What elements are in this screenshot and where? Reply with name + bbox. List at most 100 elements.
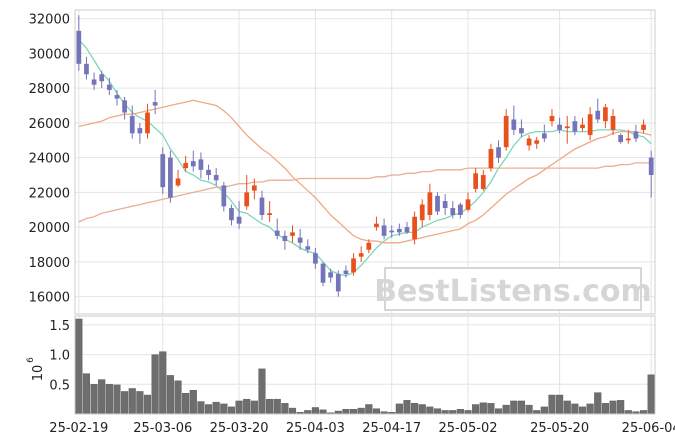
candle: [213, 168, 219, 186]
volume-bar: [487, 403, 495, 415]
volume-tick-label: 1.0: [49, 349, 70, 364]
candle-body: [633, 131, 639, 139]
volume-bar: [212, 401, 220, 415]
volume-bar: [449, 410, 457, 415]
date-axis-ticks: 25-02-19 25-03-06 25-03-20 25-04-03 25-04-17…: [49, 421, 675, 436]
candle: [610, 109, 616, 136]
volume-bar: [121, 391, 129, 415]
price-panel-frame: [74, 9, 656, 315]
candle-body: [557, 124, 562, 130]
candle-body: [396, 228, 402, 233]
candle-body: [206, 169, 211, 176]
candle-body: [221, 185, 227, 207]
candle-body: [541, 133, 547, 139]
volume-bar: [319, 409, 327, 415]
volume-bar: [479, 402, 487, 415]
volume-bar: [647, 374, 655, 415]
candle: [114, 89, 120, 106]
volume-bar: [204, 404, 213, 415]
candle-body: [511, 119, 517, 130]
volume-bar: [510, 400, 518, 415]
candle-body: [412, 216, 417, 240]
candle-body: [229, 208, 234, 221]
volume-bar: [258, 368, 266, 415]
candle: [137, 122, 143, 144]
candle-body: [190, 161, 196, 167]
candle: [168, 150, 173, 203]
volume-bar: [105, 384, 113, 415]
candle-body: [625, 138, 631, 141]
candle: [625, 129, 631, 144]
volume-bar: [639, 410, 648, 415]
volume-bar: [403, 400, 411, 415]
volume-bar: [281, 403, 289, 415]
volume-bar: [75, 318, 83, 415]
candle-body: [282, 235, 288, 242]
date-tick-label: 25-05-02: [439, 421, 498, 436]
candle-body: [76, 30, 82, 64]
watermark-box: [384, 267, 642, 311]
candle-body: [381, 225, 387, 236]
candle-body: [572, 121, 578, 132]
volume-panel-frame: [74, 315, 656, 415]
watermark-text: BestListens.com: [374, 274, 652, 309]
volume-bar: [464, 410, 472, 415]
candle-body: [603, 107, 608, 122]
candle-body: [366, 242, 372, 250]
candle-body: [351, 258, 356, 273]
volume-bar: [143, 394, 152, 415]
candle: [221, 181, 227, 212]
candle: [313, 247, 318, 269]
candlesticks: [76, 15, 654, 297]
candle: [305, 239, 311, 254]
date-tick-label: 25-04-17: [362, 421, 421, 436]
candle-body: [320, 263, 326, 283]
volume-bar: [128, 388, 136, 415]
candle-body: [313, 253, 318, 264]
candle: [175, 169, 181, 188]
candle-body: [534, 140, 540, 144]
candle: [229, 204, 234, 226]
candle-body: [91, 79, 97, 85]
volume-bar: [243, 398, 251, 415]
candle-body: [618, 135, 624, 143]
volume-bar: [166, 375, 174, 415]
candle-body: [389, 230, 395, 233]
candle: [381, 218, 387, 240]
candle: [198, 152, 204, 179]
candle: [259, 190, 265, 221]
price-tick-label: 20000: [29, 221, 70, 236]
candle: [648, 150, 654, 198]
candle: [633, 124, 639, 143]
candle-body: [99, 74, 105, 82]
candle: [442, 194, 448, 215]
candle-body: [213, 175, 219, 181]
price-tick-label: 28000: [29, 82, 70, 97]
watermark: BestListens.com: [374, 267, 652, 311]
candle-body: [458, 204, 463, 215]
volume-bar: [273, 398, 281, 415]
volume-bar: [556, 394, 564, 415]
candle: [564, 115, 570, 144]
volume-bar: [151, 354, 159, 415]
volume-bar: [533, 410, 541, 415]
candle-body: [290, 232, 295, 236]
candle: [297, 228, 303, 250]
candle: [206, 164, 211, 181]
candle: [76, 15, 82, 71]
candle: [404, 221, 410, 235]
candle-body: [641, 124, 646, 130]
candle-body: [175, 178, 181, 186]
volume-bar: [617, 400, 625, 415]
candle-body: [564, 126, 570, 129]
volume-exponent-base: 10: [31, 365, 46, 382]
candle-body: [305, 246, 311, 250]
candle-body: [84, 63, 89, 75]
volume-bar: [418, 404, 426, 415]
candle-body: [358, 253, 364, 257]
candle: [396, 223, 402, 236]
candle: [358, 246, 364, 262]
candle-body: [587, 114, 593, 136]
